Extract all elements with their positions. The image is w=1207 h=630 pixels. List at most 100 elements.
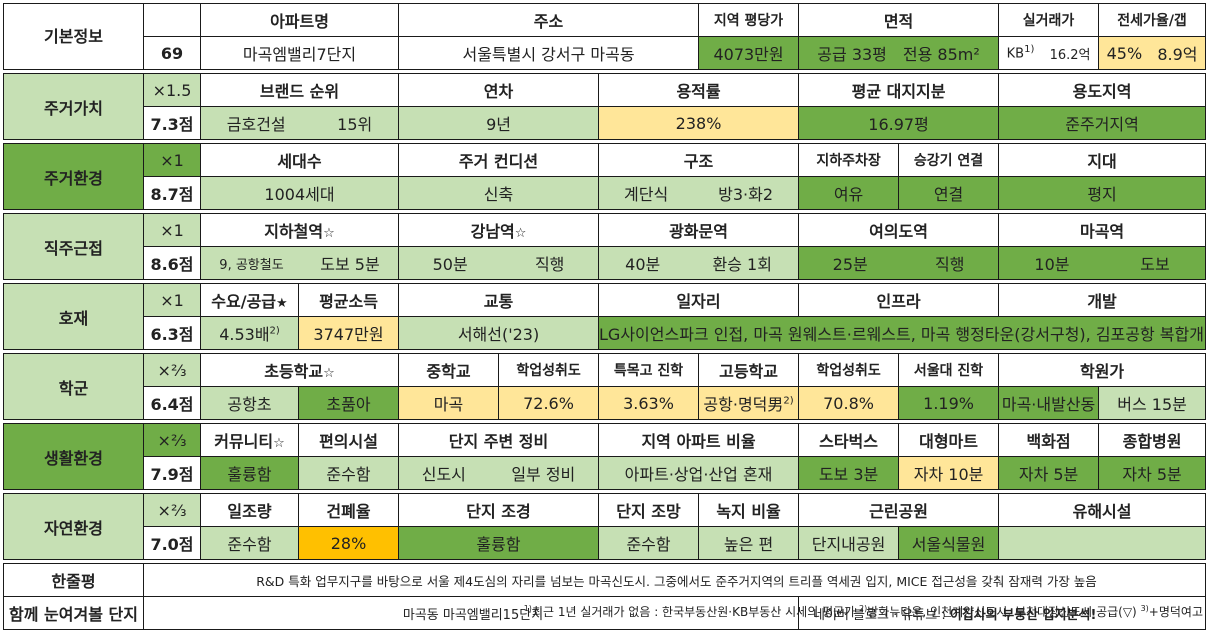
header-high: 고등학교 [698,353,800,387]
real-price: KB1) 16.2억 [998,36,1100,70]
header-development: 개발 [998,283,1207,317]
land-share-value: 16.97평 [798,106,1000,140]
middle-achievement: 72.6% [498,386,600,420]
zoning-value: 준주거지역 [998,106,1207,140]
category-positive-factors: 호재 [3,283,144,350]
elevator-value: 연결 [898,176,1000,210]
header-elevator: 승강기 연결 [898,143,1000,177]
multiplier: ×1.5 [143,73,201,107]
header-jeonse: 전세가율/갭 [1098,3,1207,37]
header-supply: 수요/공급★ [200,283,299,317]
apt-name: 마곡엠밸리7단지 [199,36,400,70]
header-condition: 주거 컨디션 [398,143,600,177]
view-value: 준수함 [598,526,700,560]
score: 7.3점 [143,106,201,140]
header-apt-name: 아파트명 [199,3,400,37]
header-green-ratio: 녹지 비율 [698,493,800,527]
apt-ratio-value: 아파트·상업·산업 혼재 [598,456,800,490]
gap-value: 8.9억 [1157,45,1198,64]
jeonse-ratio: 45% [1106,43,1143,63]
header-elementary: 초등학교☆ [199,353,400,387]
gwanghwamun-mode: 환승 1회 [712,255,772,274]
mart-value: 자차 10분 [898,456,1000,490]
score: 7.9점 [143,456,201,490]
header-convenience: 편의시설 [297,423,400,457]
header-real-price: 실거래가 [998,3,1100,37]
header-special-hs: 특목고 진학 [598,353,700,387]
basic-info-label: 기본정보 [3,3,144,70]
header-far: 용적률 [598,73,800,107]
star-filled-icon: ★ [276,296,288,311]
parking-value: 여유 [798,176,900,210]
star-icon: ☆ [323,226,335,241]
header-yeouido: 여의도역 [798,213,1000,247]
area-value: 공급 33평 전용 85m² [798,36,1000,70]
sunlight-value: 준수함 [200,526,299,560]
gangnam-mode: 직행 [534,255,565,274]
score: 6.3점 [143,316,201,350]
high-achievement: 70.8% [798,386,900,420]
related-label: 함께 눈여겨볼 단지 [3,596,144,630]
price-per-area: 4073만원 [698,36,800,70]
header-terrain: 지대 [998,143,1207,177]
header-income: 평균소득 [297,283,400,317]
header-starbucks: 스타벅스 [798,423,900,457]
academy-bus: 버스 15분 [1098,386,1207,420]
kb-label: KB1) [1006,44,1035,62]
subway-walk: 도보 5분 [320,255,380,274]
brand-rank: 15위 [337,115,373,134]
elementary-value: 공항초 [200,386,299,420]
terrain-value: 평지 [998,176,1207,210]
header-bcr: 건폐율 [297,493,400,527]
landscape-value: 훌륭함 [398,526,600,560]
header-middle-achievement: 학업성취도 [498,353,600,387]
magok-mode: 도보 [1140,255,1170,274]
star-icon: ☆ [273,436,285,451]
building-age: 9년 [398,106,600,140]
summary-label: 한줄평 [3,563,144,597]
header-structure: 구조 [598,143,800,177]
gangnam-time: 50분 [432,255,468,274]
structure-type: 계단식 [624,185,669,204]
room-bath: 방3·화2 [718,185,774,204]
category-natural-env: 자연환경 [3,493,144,560]
park-inner: 단지내공원 [798,526,900,560]
snu-rate: 1.19% [898,386,1000,420]
header-high-achievement: 학업성취도 [798,353,900,387]
yeouido-time: 25분 [832,255,868,274]
header-hospital: 종합병원 [1098,423,1207,457]
header-view: 단지 조망 [598,493,700,527]
header-transport: 교통 [398,283,600,317]
special-hs-rate: 3.63% [598,386,700,420]
header-zoning: 용도지역 [998,73,1207,107]
header-gwanghwamun: 광화문역 [598,213,800,247]
convenience-value: 준수함 [297,456,400,490]
header-snu: 서울대 진학 [898,353,1000,387]
elementary-adjacent: 초품아 [297,386,400,420]
multiplier: ×1 [143,213,201,247]
multiplier: ×⅔ [143,353,201,387]
harmful-value [998,526,1207,560]
header-mart: 대형마트 [898,423,1000,457]
header-park: 근린공원 [798,493,1000,527]
header-parking: 지하주차장 [798,143,900,177]
category-residential-value: 주거가치 [3,73,144,140]
score: 6.4점 [143,386,201,420]
complex-number: 69 [143,36,201,70]
yeouido-mode: 직행 [934,255,965,274]
header-middle: 중학교 [398,353,500,387]
summary-text: R&D 특화 업무지구를 바탕으로 서울 제4도심의 자리를 넘보는 마곡신도시… [142,563,1207,597]
multiplier: ×⅔ [143,493,201,527]
header-academy: 학원가 [998,353,1207,387]
header-jobs: 일자리 [598,283,800,317]
header-community: 커뮤니티☆ [200,423,299,457]
category-school: 학군 [3,353,144,420]
header-harmful: 유해시설 [998,493,1207,527]
income-value: 3747만원 [297,316,400,350]
far-value: 238% [598,106,800,140]
surroundings-type: 신도시 [421,465,466,484]
category-living-env: 생활환경 [3,423,144,490]
header-area: 면적 [798,3,1000,37]
jeonse-value: 45% 8.9억 [1098,36,1207,70]
score: 8.6점 [143,246,201,280]
